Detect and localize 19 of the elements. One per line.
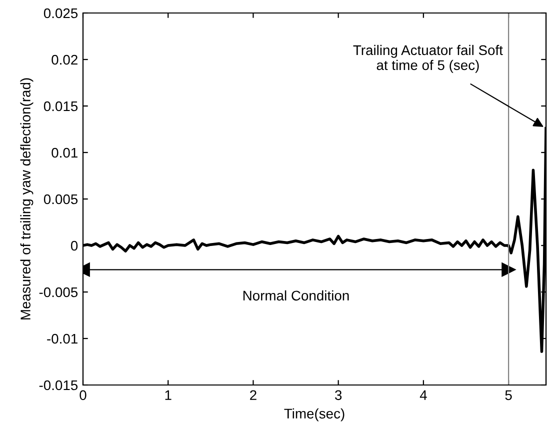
y-tick-label: -0.015 (39, 380, 78, 390)
y-tick-label: 0 (70, 240, 78, 251)
y-tick-label: 0.025 (44, 8, 78, 18)
y-tick-label: -0.005 (39, 287, 78, 298)
y-axis-title: Measured of trailing yaw deflection(rad) (20, 78, 34, 320)
y-tick-label: -0.01 (47, 334, 78, 344)
annotation: Trailing Actuator fail Soft at time of 5 (sec) (353, 44, 503, 73)
y-tick-label: 0.01 (52, 148, 78, 158)
x-axis-title: Time(sec) (284, 408, 344, 422)
x-tick-label: 0 (80, 390, 86, 400)
x-tick-label: 3 (335, 390, 342, 400)
x-tick-label: 4 (420, 390, 427, 400)
y-tick-label: 0.02 (52, 54, 78, 65)
y-tick-label: 0.005 (44, 194, 78, 204)
y-tick-label: 0.015 (44, 101, 78, 112)
x-tick-label: 5 (505, 390, 512, 400)
x-tick-label: 1 (165, 390, 172, 400)
annotation: Normal Condition (243, 290, 349, 301)
x-tick-label: 2 (250, 390, 256, 400)
